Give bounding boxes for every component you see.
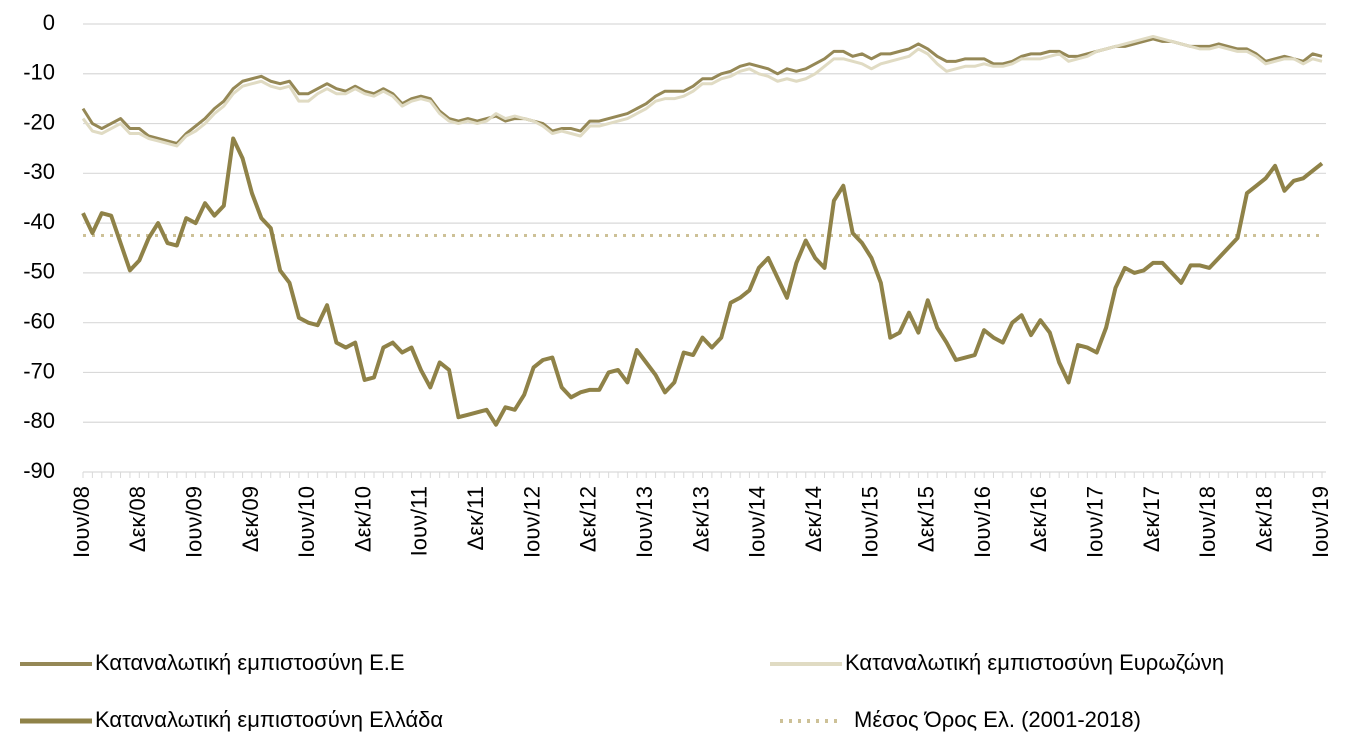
plot-area	[81, 34, 1324, 427]
y-tick-label: -40	[23, 209, 55, 234]
x-tick-label: Ιουν/16	[970, 486, 995, 558]
x-tick-label: Δεκ/09	[238, 486, 263, 552]
y-tick-label: -90	[23, 458, 55, 483]
legend-label: Μέσος Όρος Ελ. (2001-2018)	[854, 707, 1141, 732]
x-tick-label: Δεκ/18	[1251, 486, 1276, 552]
series-line	[81, 34, 1323, 148]
x-tick-label: Δεκ/13	[688, 486, 713, 552]
y-tick-label: -60	[23, 308, 55, 333]
x-tick-label: Ιουν/17	[1083, 486, 1108, 558]
y-tick-label: -20	[23, 109, 55, 134]
x-tick-label: Ιουν/13	[632, 486, 657, 558]
y-tick-label: -70	[23, 358, 55, 383]
y-tick-label: -10	[23, 60, 55, 85]
grid	[83, 23, 1326, 473]
x-tick-label: Ιουν/08	[69, 486, 94, 558]
x-tick-label: Δεκ/15	[914, 486, 939, 552]
legend: Καταναλωτική εμπιστοσύνη Ε.Ε Καταναλωτική…	[20, 650, 1224, 732]
x-tick-label: Ιουν/09	[181, 486, 206, 558]
x-tick-label: Ιουν/15	[857, 486, 882, 558]
series-line	[81, 37, 1323, 145]
series-line	[81, 136, 1324, 427]
x-tick-label: Ιουν/10	[294, 486, 319, 558]
y-tick-label: -30	[23, 159, 55, 184]
x-tick-label: Ιουν/14	[745, 486, 770, 558]
x-tick-label: Δεκ/08	[125, 486, 150, 552]
x-tick-label: Δεκ/11	[463, 486, 488, 550]
x-tick-label: Δεκ/12	[576, 486, 601, 552]
legend-label: Καταναλωτική εμπιστοσύνη Ελλάδα	[95, 707, 443, 732]
x-tick-label: Δεκ/14	[801, 486, 826, 552]
legend-label: Καταναλωτική εμπιστοσύνη Ε.Ε	[95, 650, 405, 675]
x-tick-label: Ιουν/12	[519, 486, 544, 558]
x-tick-label: Ιουν/11	[407, 486, 432, 556]
y-tick-label: -50	[23, 259, 55, 284]
x-tick-label: Ιουν/18	[1195, 486, 1220, 558]
y-tick-label: -80	[23, 408, 55, 433]
legend-label: Καταναλωτική εμπιστοσύνη Ευρωζώνη	[845, 650, 1224, 675]
axes: 0 -10 -20 -30 -40 -50 -60 -70 -80 -90 Ιουν/08 Δεκ/0…	[23, 10, 1333, 558]
x-tick-label: Δεκ/17	[1139, 486, 1164, 552]
x-tick-label: Ιουν/19	[1308, 486, 1333, 558]
x-tick-label: Δεκ/10	[350, 486, 375, 552]
y-tick-label: 0	[43, 10, 55, 35]
x-tick-label: Δεκ/16	[1026, 486, 1051, 552]
